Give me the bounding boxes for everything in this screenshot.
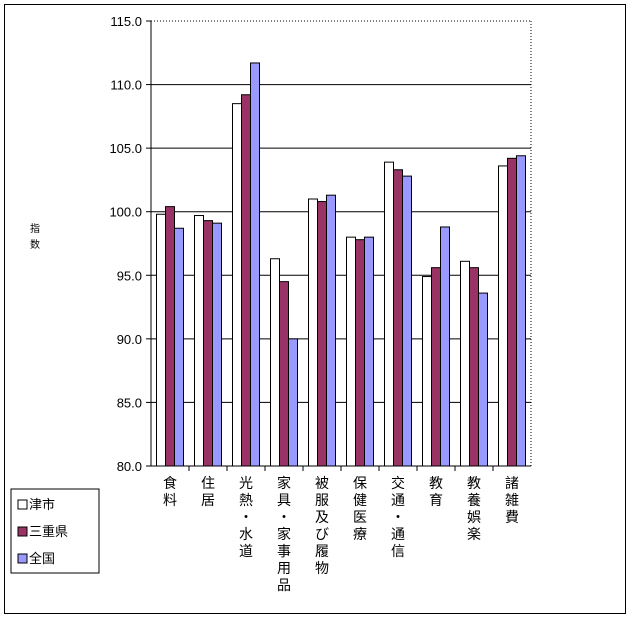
category-label-char: 信 bbox=[391, 544, 405, 560]
bar-津市-9 bbox=[498, 165, 508, 467]
bar-三重県-0 bbox=[165, 206, 175, 467]
category-label-char: 養 bbox=[467, 492, 481, 509]
bar-三重県-7 bbox=[431, 267, 441, 467]
y-axis-label-char: 数 bbox=[30, 238, 40, 251]
y-tick-labels: 80.0 85.0 90.0 95.0 100.0 105.0 110.0 115.0 bbox=[109, 14, 142, 474]
bar-津市-8 bbox=[460, 260, 470, 467]
category-label-char: 費 bbox=[505, 510, 519, 526]
category-label-char: 雑 bbox=[505, 493, 519, 509]
bar-三重県-3 bbox=[279, 281, 289, 467]
bar-全国-7 bbox=[440, 226, 450, 467]
category-label-char: 服 bbox=[315, 493, 329, 509]
category-label-char: 食 bbox=[163, 475, 177, 492]
bar-津市-3 bbox=[270, 258, 280, 467]
bar-津市-6 bbox=[384, 161, 394, 467]
category-label-char: 熱 bbox=[239, 493, 253, 509]
category-label-char: 療 bbox=[353, 526, 367, 543]
bar-三重県-5 bbox=[355, 239, 365, 467]
bar-三重県-4 bbox=[317, 201, 327, 467]
y-tick-label: 90.0 bbox=[117, 332, 142, 347]
legend-swatch-津市 bbox=[17, 499, 28, 510]
category-label-char: び bbox=[315, 527, 329, 543]
category-label-char: ・ bbox=[277, 510, 291, 526]
category-label-char: 家 bbox=[277, 526, 291, 543]
bar-津市-0 bbox=[156, 213, 166, 467]
bar-全国-0 bbox=[174, 227, 184, 467]
bar-全国-5 bbox=[364, 236, 374, 467]
legend-swatch-三重県 bbox=[17, 526, 28, 537]
legend-swatch-全国 bbox=[17, 553, 28, 564]
bar-三重県-8 bbox=[469, 267, 479, 467]
category-label-char: 物 bbox=[315, 561, 329, 577]
category-label-char: 教 bbox=[467, 476, 481, 492]
legend-label-津市: 津市 bbox=[29, 497, 55, 513]
y-tick-label: 110.0 bbox=[110, 78, 142, 93]
y-tick-label: 80.0 bbox=[117, 459, 142, 474]
bar-全国-4 bbox=[326, 194, 336, 467]
bar-津市-7 bbox=[422, 276, 432, 467]
y-axis-label-char: 指 bbox=[30, 222, 40, 235]
bar-津市-5 bbox=[346, 236, 356, 467]
bar-三重県-9 bbox=[507, 157, 517, 467]
category-label-char: 住 bbox=[201, 476, 215, 492]
category-label-char: 育 bbox=[429, 493, 443, 509]
category-label-char: 被 bbox=[315, 476, 329, 492]
category-label-char: ・ bbox=[239, 510, 253, 526]
y-tick-label: 95.0 bbox=[117, 268, 142, 283]
bar-全国-2 bbox=[250, 62, 260, 467]
category-label-char: 具 bbox=[277, 493, 291, 509]
chart-frame bbox=[4, 4, 626, 614]
legend-label-三重県: 三重県 bbox=[29, 524, 68, 540]
category-label-char: 水 bbox=[239, 527, 253, 543]
bar-津市-1 bbox=[194, 215, 204, 467]
category-label-char: 光 bbox=[239, 476, 253, 492]
bar-全国-1 bbox=[212, 222, 222, 467]
bar-三重県-6 bbox=[393, 169, 403, 467]
category-label-char: 履 bbox=[315, 544, 329, 560]
category-label-char: ・ bbox=[391, 510, 405, 526]
category-label-char: 医 bbox=[353, 510, 367, 526]
category-label-char: 用 bbox=[277, 561, 291, 577]
category-label-char: 教 bbox=[429, 476, 443, 492]
category-label-char: 諸 bbox=[505, 476, 519, 492]
category-label-char: 楽 bbox=[467, 527, 481, 543]
category-label-char: 道 bbox=[239, 544, 253, 560]
category-label-char: 家 bbox=[277, 475, 291, 492]
category-label-char: 交 bbox=[391, 475, 405, 492]
bar-全国-3 bbox=[288, 338, 298, 467]
category-label-char: 保 bbox=[353, 476, 367, 492]
y-tick-label: 85.0 bbox=[117, 395, 142, 410]
category-label-char: 居 bbox=[201, 493, 215, 509]
category-label-char: 料 bbox=[163, 493, 177, 509]
bar-津市-2 bbox=[232, 103, 242, 467]
bar-津市-4 bbox=[308, 198, 318, 467]
y-tick-label: 100.0 bbox=[109, 205, 142, 220]
bars bbox=[156, 62, 526, 467]
y-axis-label: 指数 bbox=[30, 222, 40, 251]
category-label-char: 事 bbox=[277, 544, 291, 560]
category-label-char: 娯 bbox=[467, 510, 481, 526]
category-label-char: 通 bbox=[391, 527, 405, 543]
bar-三重県-1 bbox=[203, 220, 213, 467]
y-tick-label: 115.0 bbox=[110, 14, 142, 29]
category-label-char: 及 bbox=[315, 510, 329, 526]
legend-label-全国: 全国 bbox=[29, 551, 55, 567]
axes bbox=[146, 20, 532, 471]
bar-全国-6 bbox=[402, 175, 412, 467]
y-tick-label: 105.0 bbox=[109, 141, 142, 156]
category-label-char: 品 bbox=[277, 578, 291, 594]
category-label-char: 健 bbox=[353, 493, 367, 509]
bar-全国-8 bbox=[478, 292, 488, 467]
bar-三重県-2 bbox=[241, 94, 251, 467]
bar-全国-9 bbox=[516, 155, 526, 467]
category-label-char: 通 bbox=[391, 493, 405, 509]
